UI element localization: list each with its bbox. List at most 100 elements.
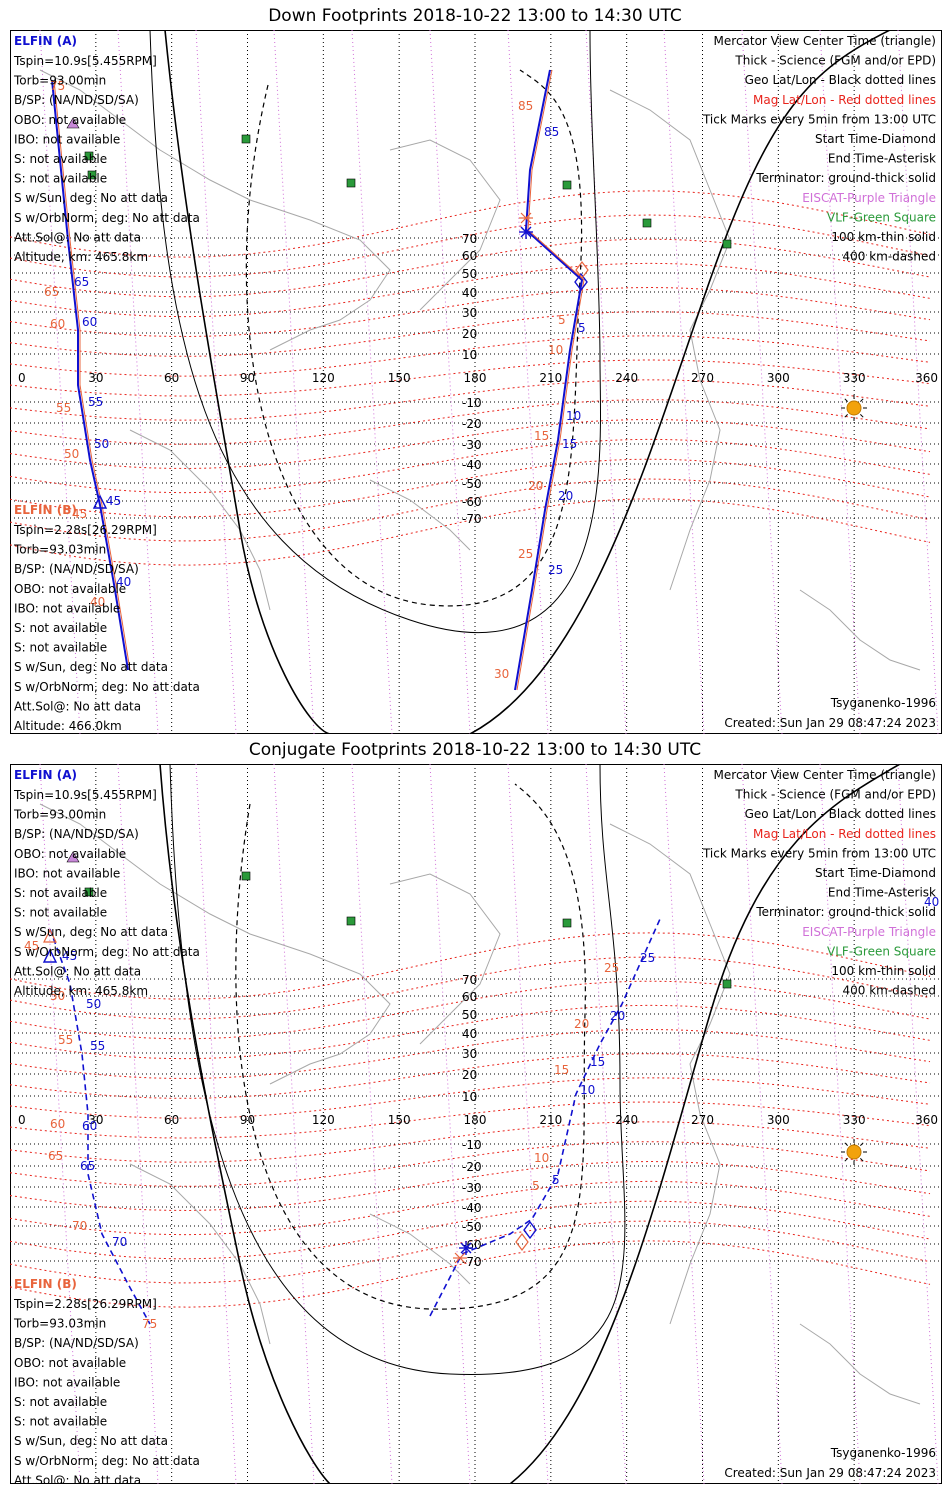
elfin-b-tick-label: 50 [50,989,65,1003]
elfin-b-info-line: OBO: not available [14,1356,126,1370]
panel-1-title: Down Footprints 2018-10-22 13:00 to 14:3… [268,6,682,26]
sun-marker [841,1139,867,1165]
lon-label: 360 [915,371,938,385]
lon-label: 210 [539,1113,562,1127]
elfin-a-name: ELFIN (A) [14,768,77,782]
legend-entry: Tick Marks every 5min from 13:00 UTC [702,846,936,860]
legend-entry: 400 km-dashed [842,250,936,264]
lon-label: 330 [843,371,866,385]
lat-label: 30 [462,1047,477,1061]
lon-label: 150 [388,1113,411,1127]
elfin-a-tick-label: 5 [578,321,586,335]
elfin-a-track-left [49,928,151,1325]
elfin-b-tick-label: 45 [24,939,39,953]
elfin-a-tick-label: 15 [590,1055,605,1069]
elfin-b-tick-label: 5 [532,1179,540,1193]
mag-meridian-line [351,764,393,1484]
elfin-a-tick-label: 20 [558,489,573,503]
vlf-square-marker [642,218,652,228]
legend-entry: Mag Lat/Lon - Red dotted lines [753,93,936,107]
mag-meridian-line [741,30,783,734]
lon-label: 90 [240,371,255,385]
elfin-a-info-line: S w/Sun, deg: No att data [14,191,168,205]
elfin-b-info-line: S w/OrbNorm, deg: No att data [14,1454,200,1468]
elfin-a-tick-label: 15 [562,437,577,451]
elfin-a-info-line: IBO: not available [14,866,120,880]
elfin-b-info-line: IBO: not available [14,1375,120,1389]
coastline [389,139,501,311]
sun-ray [844,414,848,418]
sun-ray [860,1158,864,1162]
lon-label: 120 [312,1113,335,1127]
lat-label: 50 [462,267,477,281]
elfin-a-info-line: S: not available [14,906,107,920]
vlf-square-marker [562,180,572,190]
boundary-100km [149,30,602,634]
elfin-b-tick-label: 5 [558,313,566,327]
asterisk-stroke [454,1252,466,1264]
legend-entry: EISCAT-Purple Triangle [802,925,936,939]
legend-entry: Mag Lat/Lon - Red dotted lines [753,827,936,841]
vlf-square-marker [84,887,94,897]
coastline [389,873,501,1045]
lon-label: 150 [388,371,411,385]
mag-parallel-line [10,1141,931,1187]
elfin-a-info-line: Tspin=10.9s[5.455RPM] [13,788,157,802]
elfin-a-info-line: IBO: not available [14,132,120,146]
mag-parallel-line [10,1101,931,1139]
lat-label: 70 [462,973,477,987]
lat-label: 70 [462,232,477,246]
lat-label: 20 [462,1068,477,1082]
legend-entry: Geo Lat/Lon - Black dotted lines [745,807,936,821]
elfin-a-tick-label: 70 [112,1235,127,1249]
elfin-b-info-line: OBO: not available [14,582,126,596]
lon-label: 30 [88,371,103,385]
legend-entry: VLF-Green Square [827,210,936,224]
lat-label: 40 [462,286,477,300]
elfin-b-tick-label: 50 [64,447,79,461]
mag-meridian-line [39,764,81,1484]
asterisk-stroke [520,212,532,224]
lon-label: 240 [615,371,638,385]
mag-meridian-line [117,30,159,734]
elfin-b-end-asterisk [519,212,533,224]
elfin-b-tick-label: 60 [50,1117,65,1131]
elfin-b-info-line: B/SP: (NA/ND/SD/SA) [14,1336,139,1350]
mag-meridian-line [585,764,627,1484]
vlf-square-marker [84,151,94,161]
sun-ray [844,398,848,402]
model-label: Tsyganenko-1996 [830,696,936,710]
elfin-a-info-line: B/SP: (NA/ND/SD/SA) [14,93,139,107]
asterisk-stroke [520,226,532,238]
legend-entry: Tick Marks every 5min from 13:00 UTC [702,112,936,126]
terminator-curve [164,30,331,734]
vlf-square-marker [241,134,251,144]
elfin-a-tick-label: 40 [924,895,939,909]
coastline [39,69,391,351]
legend-entry: End Time-Asterisk [828,886,936,900]
vlf-square-marker [241,871,251,881]
elfin-b-info-line: S: not available [14,641,107,655]
elfin-a-name: ELFIN (A) [14,34,77,48]
coastline [129,429,271,611]
elfin-a-info-line: S w/OrbNorm, deg: No att data [14,211,200,225]
elfin-a-tick-label: 55 [90,1039,105,1053]
elfin-b-tick-label: 45 [72,507,87,521]
elfin-a-center-triangle [42,948,58,963]
elfin-a-tick-label: 50 [94,437,109,451]
legend-entry: Start Time-Diamond [815,866,936,880]
elfin-b-tick-label: 65 [48,1149,63,1163]
vlf-square-marker [562,918,572,928]
elfin-a-tick-label: 60 [82,1119,97,1133]
elfin-a-track-right [429,918,661,1317]
elfin-a-info-line: S w/Sun, deg: No att data [14,925,168,939]
elfin-a-info-line: Torb=93.00min [13,808,106,822]
lat-label: 10 [462,1090,477,1104]
mag-parallel-line [10,1029,931,1079]
elfin-b-start-diamond [575,261,589,279]
mag-parallel-line [10,1180,931,1236]
lon-label: 270 [691,1113,714,1127]
elfin-b-tick-label: 55 [58,1033,73,1047]
elfin-b-info-line: Altitude: 466.0km [14,719,122,733]
lon-label: 120 [312,371,335,385]
